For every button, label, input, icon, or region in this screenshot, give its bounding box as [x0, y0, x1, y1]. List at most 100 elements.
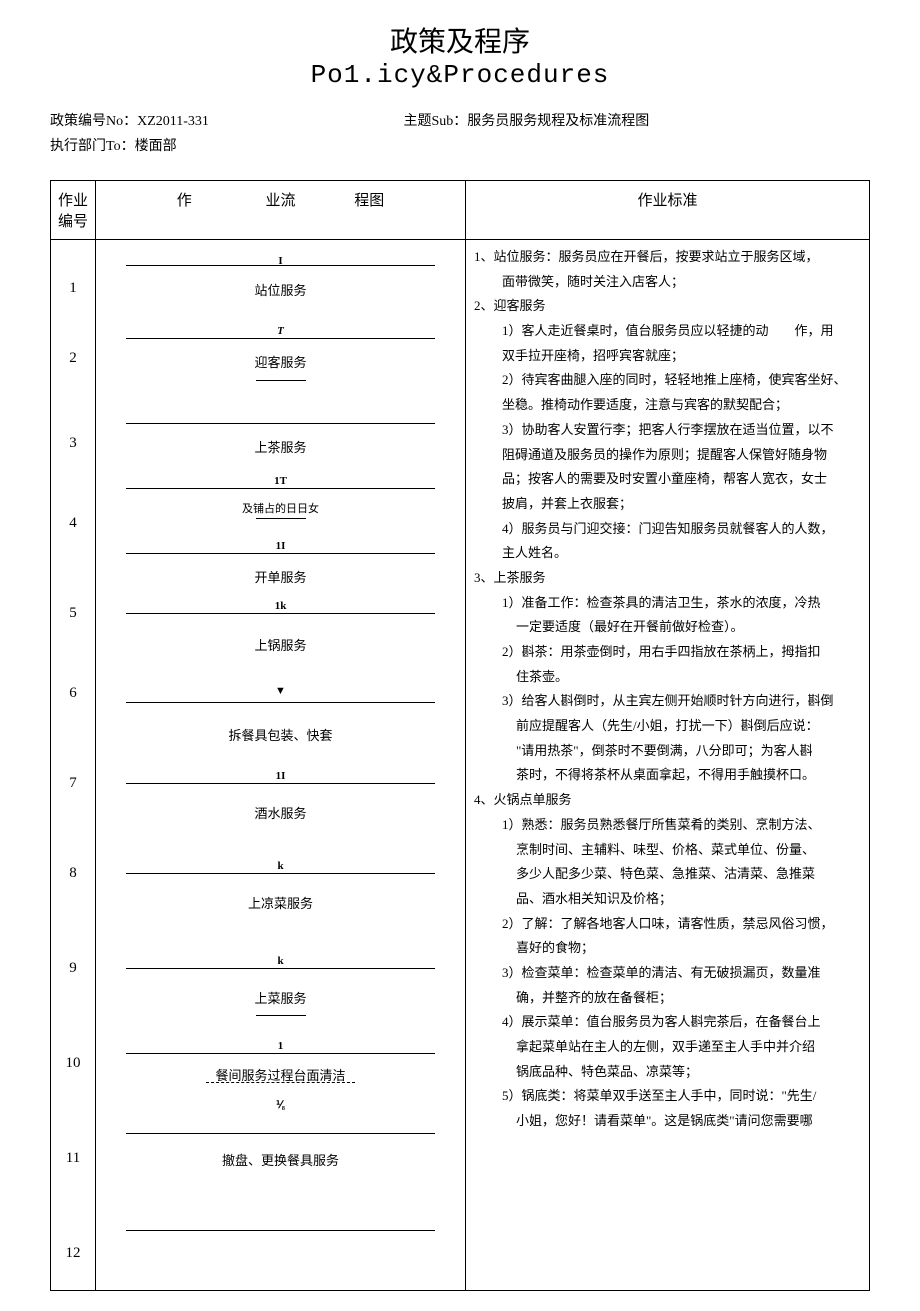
step-number: 12 [51, 1245, 95, 1262]
standard-line: 3）协助客人安置行李；把客人行李摆放在适当位置，以不 [474, 418, 861, 443]
flow-marker: 1I [276, 540, 286, 552]
flow-step-label: 酒水服务 [254, 803, 306, 822]
standard-line: 坐稳。推椅动作要适度，注意与宾客的默契配合； [474, 393, 861, 418]
title-chinese: 政策及程序 [50, 20, 870, 60]
standard-line: 2）斟茶：用茶壶倒时，用右手四指放在茶柄上，拇指扣 [474, 640, 861, 665]
standard-line: 一定要适度（最好在开餐前做好检查）。 [474, 615, 861, 640]
standard-line: 4）展示菜单：值台服务员为客人斟完茶后，在备餐台上 [474, 1010, 861, 1035]
standard-line: 品；按客人的需要及时安置小童座椅，帮客人宽衣，女士 [474, 467, 861, 492]
flow-divider [126, 488, 435, 489]
standard-line: 2）了解：了解各地客人口味，请客性质，禁忌风俗习惯， [474, 912, 861, 937]
department: 执行部门To：楼面部 [50, 135, 870, 155]
flow-marker: k [277, 860, 283, 872]
title-english: Po1.icy&Procedures [50, 60, 870, 90]
step-number: 11 [51, 1150, 95, 1167]
step-number: 6 [51, 685, 95, 702]
flow-divider [126, 1230, 435, 1231]
standard-line: 3）检查菜单：检查菜单的清洁、有无破损漏页，数量准 [474, 961, 861, 986]
standard-line: "请用热茶"，倒茶时不要倒满，八分即可；为客人斟 [474, 739, 861, 764]
flow-step-label: 上菜服务 [254, 988, 306, 1007]
flow-marker: 1T [274, 475, 287, 487]
flow-step-label: 撤盘、更换餐具服务 [222, 1150, 339, 1169]
step-number: 7 [51, 775, 95, 792]
flow-marker: 1 [278, 1040, 284, 1052]
step-number: 3 [51, 435, 95, 452]
flow-divider [126, 1133, 435, 1134]
flow-divider [126, 1053, 435, 1054]
standard-line: 2、迎客服务 [474, 294, 861, 319]
standard-line: 确，并整齐的放在备餐柜； [474, 986, 861, 1011]
standard-line: 主人姓名。 [474, 541, 861, 566]
standard-line: 1）准备工作：检查茶具的清洁卫生，茶水的浓度，冷热 [474, 591, 861, 616]
standard-line: 1）熟悉：服务员熟悉餐厅所售菜肴的类别、烹制方法、 [474, 813, 861, 838]
flow-step-label: 迎客服务 [254, 352, 306, 371]
flow-connector [256, 1015, 306, 1016]
flow-step-label: 站位服务 [254, 280, 306, 299]
standard-line: 住茶壶。 [474, 665, 861, 690]
standard-line: 锅底品种、特色菜品、凉菜等； [474, 1060, 861, 1085]
standard-line: 阻碍通道及服务员的操作为原则；提醒客人保管好随身物 [474, 443, 861, 468]
standard-line: 多少人配多少菜、特色菜、急推菜、沽清菜、急推菜 [474, 862, 861, 887]
flow-marker: ⅟₈ [276, 1100, 285, 1111]
flow-divider [126, 873, 435, 874]
flow-marker: 1I [276, 770, 286, 782]
document-header: 政策及程序 Po1.icy&Procedures [50, 20, 870, 90]
standard-line: 前应提醒客人（先生/小姐，打扰一下）斟倒后应说： [474, 714, 861, 739]
standard-line: 3）给客人斟倒时，从主宾左侧开始顺时针方向进行，斟倒 [474, 689, 861, 714]
flow-step-label: 开单服务 [254, 567, 306, 586]
flow-divider [126, 553, 435, 554]
flow-step-label: 上凉菜服务 [248, 893, 313, 912]
flow-step-label: 上锅服务 [254, 635, 306, 654]
flow-divider [126, 702, 435, 703]
number-column: 123456789101112 [51, 240, 96, 1291]
header-standard: 作业标准 [466, 181, 870, 240]
step-number: 9 [51, 960, 95, 977]
standard-line: 喜好的食物； [474, 936, 861, 961]
flow-connector [256, 518, 306, 519]
header-number: 作业编号 [51, 181, 96, 240]
flow-divider [126, 265, 435, 266]
flow-divider [126, 968, 435, 969]
flow-divider [126, 338, 435, 339]
flowchart-column: I站位服务T迎客服务上茶服务1T及铺占的日日女1I开单服务1k上锅服务▼拆餐具包… [96, 240, 466, 1291]
step-number: 10 [51, 1055, 95, 1072]
step-number: 1 [51, 280, 95, 297]
flow-divider [126, 423, 435, 424]
standard-line: 品、酒水相关知识及价格； [474, 887, 861, 912]
standard-line: 拿起菜单站在主人的左侧，双手递至主人手中并介绍 [474, 1035, 861, 1060]
step-number: 2 [51, 350, 95, 367]
flow-dashed-divider [206, 1082, 355, 1083]
flow-step-label: 及铺占的日日女 [242, 500, 319, 516]
step-number: 5 [51, 605, 95, 622]
standard-line: 3、上茶服务 [474, 566, 861, 591]
standard-line: 小姐，您好！请看菜单"。这是锅底类"请问您需要哪 [474, 1109, 861, 1134]
flow-connector [256, 380, 306, 381]
standard-line: 4、火锅点单服务 [474, 788, 861, 813]
policy-number: 政策编号No：XZ2011-331 [50, 110, 350, 130]
standard-line: 烹制时间、主辅料、味型、价格、菜式单位、份量、 [474, 838, 861, 863]
standard-line: 1、站位服务：服务员应在开餐后，按要求站立于服务区域， [474, 245, 861, 270]
standard-line: 披肩，并套上衣服套； [474, 492, 861, 517]
standard-line: 面带微笑，随时关注入店客人； [474, 270, 861, 295]
subject: 主题Sub：服务员服务规程及标准流程图 [404, 110, 650, 130]
flow-marker: 1k [275, 600, 287, 612]
standard-column: 1、站位服务：服务员应在开餐后，按要求站立于服务区域，面带微笑，随时关注入店客人… [466, 240, 870, 1291]
standard-line: 2）待宾客曲腿入座的同时，轻轻地推上座椅，使宾客坐好、 [474, 368, 861, 393]
flow-marker: T [277, 325, 284, 337]
standard-line: 5）锅底类：将菜单双手送至主人手中，同时说："先生/ [474, 1084, 861, 1109]
standard-line: 茶时，不得将茶杯从桌面拿起，不得用手触摸杯口。 [474, 763, 861, 788]
flow-divider [126, 613, 435, 614]
standard-line: 1）客人走近餐桌时，值台服务员应以轻捷的动 作，用 [474, 319, 861, 344]
procedure-table: 作业编号 作 业流 程图 作业标准 123456789101112 I站位服务T… [50, 180, 870, 1291]
standard-line: 双手拉开座椅，招呼宾客就座； [474, 344, 861, 369]
flow-marker: k [277, 955, 283, 967]
standard-line: 4）服务员与门迎交接：门迎告知服务员就餐客人的人数， [474, 517, 861, 542]
meta-section: 政策编号No：XZ2011-331 主题Sub：服务员服务规程及标准流程图 执行… [50, 110, 870, 155]
step-number: 8 [51, 865, 95, 882]
header-flowchart: 作 业流 程图 [96, 181, 466, 240]
flow-step-label: 拆餐具包装、快套 [228, 725, 332, 744]
flow-marker: ▼ [275, 685, 286, 697]
flow-step-label: 上茶服务 [254, 437, 306, 456]
step-number: 4 [51, 515, 95, 532]
flow-divider [126, 783, 435, 784]
